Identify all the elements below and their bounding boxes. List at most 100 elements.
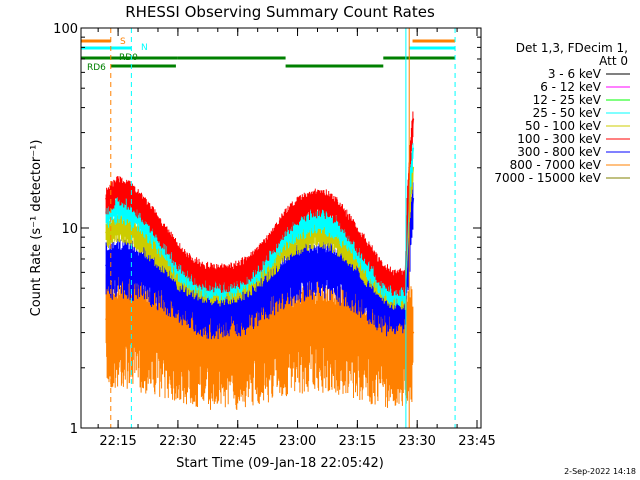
data-point bbox=[368, 287, 371, 290]
data-point bbox=[236, 337, 239, 340]
x-axis-label: Start Time (09-Jan-18 22:05:42) bbox=[176, 456, 384, 471]
series-line bbox=[105, 198, 414, 305]
legend-header: Att 0 bbox=[599, 54, 628, 68]
legend-label: 7000 - 15000 keV bbox=[494, 171, 601, 185]
data-point bbox=[212, 274, 215, 277]
data-point bbox=[129, 191, 131, 194]
data-point bbox=[105, 264, 108, 267]
data-point bbox=[332, 323, 335, 326]
flag-label-rd6: RD6 bbox=[87, 63, 106, 73]
legend-label: 800 - 7000 keV bbox=[510, 158, 602, 172]
data-point bbox=[177, 252, 179, 254]
data-point bbox=[153, 323, 155, 326]
data-point bbox=[308, 320, 311, 323]
data-point bbox=[344, 326, 347, 328]
y-tick-label: 1 bbox=[70, 422, 78, 437]
data-point bbox=[188, 264, 191, 267]
data-point bbox=[153, 218, 155, 221]
data-point bbox=[141, 236, 143, 239]
data-point bbox=[272, 328, 275, 331]
data-point bbox=[188, 334, 191, 337]
data-point bbox=[392, 279, 395, 281]
data-point bbox=[224, 302, 227, 305]
y-axis-label: Count Rate (s⁻¹ detector⁻¹) bbox=[29, 140, 44, 317]
data-point bbox=[165, 277, 167, 280]
data-point bbox=[344, 218, 347, 221]
data-point bbox=[412, 118, 415, 121]
data-point bbox=[129, 263, 131, 265]
data-point bbox=[332, 204, 335, 207]
data-point bbox=[320, 320, 323, 323]
data-point bbox=[284, 271, 287, 274]
data-point bbox=[308, 201, 311, 203]
data-point bbox=[117, 318, 119, 321]
data-point bbox=[344, 271, 347, 274]
data-point bbox=[356, 236, 359, 239]
data-point bbox=[248, 296, 251, 299]
data-point bbox=[224, 274, 227, 277]
x-tick-label: 23:15 bbox=[339, 434, 376, 449]
flag-label-n: N bbox=[141, 43, 148, 53]
legend-header: Det 1,3, FDecim 1, bbox=[516, 41, 628, 55]
data-point bbox=[165, 236, 167, 239]
x-tick-label: 22:15 bbox=[99, 434, 136, 449]
y-tick-label: 100 bbox=[53, 22, 78, 37]
data-point bbox=[368, 331, 371, 334]
x-tick-label: 22:30 bbox=[159, 434, 196, 449]
legend-label: 300 - 800 keV bbox=[517, 145, 601, 159]
flag-label-rd0: RD0 bbox=[119, 53, 138, 63]
data-point bbox=[153, 271, 155, 274]
series-100-300-kev bbox=[105, 111, 415, 296]
legend-label: 12 - 25 keV bbox=[533, 93, 602, 107]
data-point bbox=[320, 197, 323, 200]
y-tick-label: 10 bbox=[61, 222, 78, 237]
data-point bbox=[117, 260, 119, 263]
data-point bbox=[117, 204, 119, 207]
data-point bbox=[380, 271, 383, 274]
data-point bbox=[412, 331, 415, 334]
legend-label: 6 - 12 keV bbox=[540, 80, 602, 94]
x-tick-label: 23:45 bbox=[458, 434, 495, 449]
x-tick-label: 23:30 bbox=[398, 434, 435, 449]
data-point bbox=[272, 236, 275, 239]
data-point bbox=[200, 300, 203, 303]
chart-title: RHESSI Observing Summary Count Rates bbox=[125, 3, 435, 21]
data-point bbox=[105, 197, 108, 200]
data-point bbox=[332, 222, 335, 225]
data-point bbox=[296, 323, 299, 326]
data-point bbox=[248, 264, 251, 267]
data-point bbox=[284, 218, 287, 221]
data-point bbox=[105, 231, 108, 234]
legend-label: 3 - 6 keV bbox=[548, 67, 602, 81]
data-point bbox=[141, 267, 143, 270]
data-point bbox=[188, 294, 191, 297]
data-point bbox=[200, 337, 203, 340]
data-point bbox=[368, 252, 371, 254]
legend-label: 25 - 50 keV bbox=[533, 106, 602, 120]
data-point bbox=[153, 246, 155, 249]
data-point bbox=[296, 207, 299, 210]
data-point bbox=[380, 334, 383, 337]
flag-label-s: S bbox=[120, 37, 126, 47]
x-tick-label: 23:00 bbox=[279, 434, 316, 449]
data-point bbox=[200, 271, 203, 274]
legend-label: 50 - 100 keV bbox=[525, 119, 602, 133]
data-point bbox=[272, 279, 275, 281]
x-tick-label: 22:45 bbox=[219, 434, 256, 449]
data-point bbox=[284, 326, 287, 328]
series-line bbox=[105, 119, 414, 281]
data-point bbox=[260, 331, 263, 334]
data-point bbox=[296, 267, 299, 270]
data-point bbox=[117, 222, 119, 225]
legend-label: 100 - 300 keV bbox=[517, 132, 601, 146]
data-point bbox=[308, 263, 311, 265]
data-point bbox=[117, 186, 119, 189]
date-stamp: 2-Sep-2022 14:18 bbox=[564, 467, 636, 476]
data-point bbox=[332, 264, 335, 267]
data-point bbox=[320, 260, 323, 263]
data-point bbox=[248, 334, 251, 337]
data-point bbox=[129, 227, 131, 229]
data-point bbox=[412, 147, 415, 150]
